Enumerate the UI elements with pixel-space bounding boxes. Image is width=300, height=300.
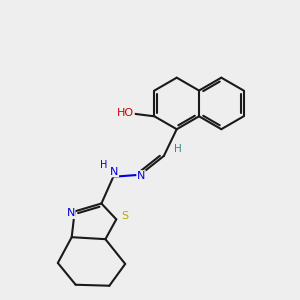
Text: HO: HO xyxy=(117,108,134,118)
Text: H: H xyxy=(100,160,107,170)
Text: S: S xyxy=(122,212,129,221)
Text: N: N xyxy=(137,171,145,181)
Text: N: N xyxy=(110,167,118,177)
Text: H: H xyxy=(174,144,182,154)
Text: N: N xyxy=(67,208,75,218)
